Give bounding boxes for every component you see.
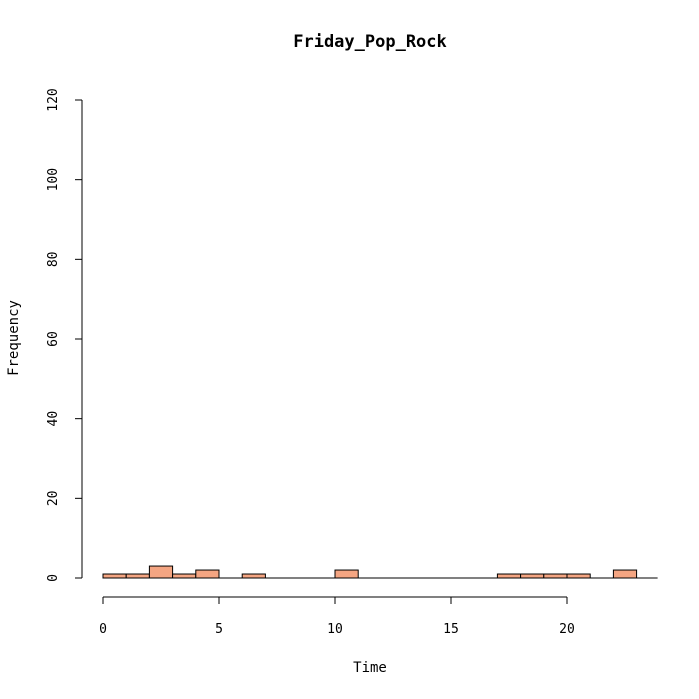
histogram-bar-0 xyxy=(102,573,127,579)
x-tick-label: 5 xyxy=(215,622,223,637)
histogram-bar-18 xyxy=(520,573,545,579)
histogram-bar-6 xyxy=(241,573,266,579)
x-axis-label: Time xyxy=(353,660,387,676)
bars-group xyxy=(102,565,658,579)
chart-title: Friday_Pop_Rock xyxy=(293,32,447,52)
histogram-bar-20 xyxy=(566,573,591,579)
histogram-bar-3 xyxy=(172,573,197,579)
y-tick-label: 80 xyxy=(46,252,61,268)
y-tick-label: 0 xyxy=(46,574,61,582)
y-tick-label: 120 xyxy=(46,88,61,111)
x-tick-label: 10 xyxy=(327,622,343,637)
histogram-bar-1 xyxy=(125,573,150,579)
y-axis: 0 20 40 60 80 100 120 xyxy=(46,88,83,582)
x-tick-label: 15 xyxy=(443,622,459,637)
histogram-bar-19 xyxy=(543,573,568,579)
y-tick-label: 20 xyxy=(46,491,61,507)
histogram-bar-2 xyxy=(148,565,174,579)
x-tick-label: 0 xyxy=(99,622,107,637)
x-axis: 0 5 10 15 20 xyxy=(99,596,575,637)
x-tick-label: 20 xyxy=(559,622,575,637)
y-tick-label: 100 xyxy=(46,168,61,191)
y-axis-label: Frequency xyxy=(6,300,22,376)
histogram-bar-4 xyxy=(195,569,220,579)
y-tick-label: 40 xyxy=(46,411,61,427)
histogram-bar-22 xyxy=(612,569,638,579)
histogram-bar-10 xyxy=(334,569,359,579)
y-tick-label: 60 xyxy=(46,331,61,347)
histogram-bar-17 xyxy=(496,573,522,579)
